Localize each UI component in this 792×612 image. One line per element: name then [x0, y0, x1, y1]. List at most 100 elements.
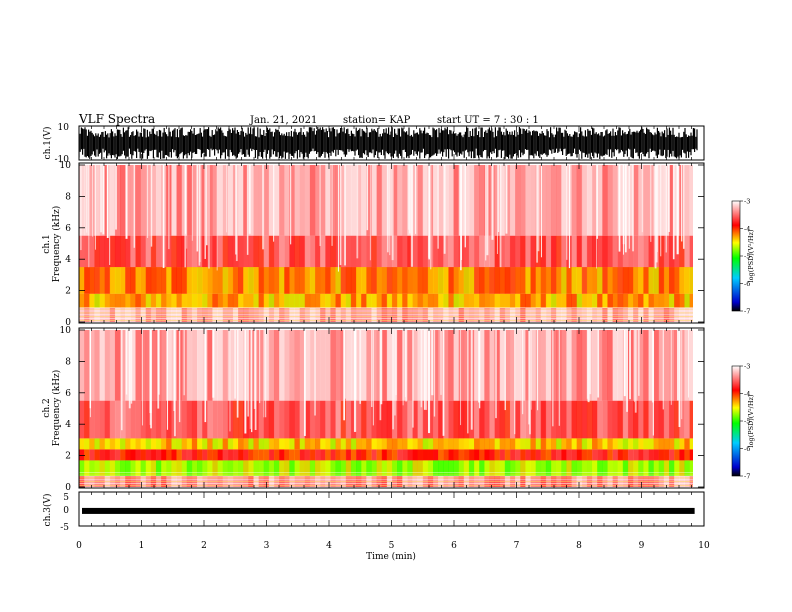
spectrogram-streak	[369, 165, 371, 261]
spectrogram-cell	[212, 460, 218, 477]
spectrogram-cell	[592, 438, 598, 450]
spectrogram-streak	[428, 165, 430, 260]
spectrogram-cell	[432, 460, 439, 477]
spectrogram-cell	[412, 293, 418, 308]
spectrogram-cell	[366, 400, 372, 439]
spectrogram-streak	[467, 330, 469, 434]
spectrogram-streak	[629, 330, 631, 400]
spectrogram-cell	[325, 400, 331, 439]
spectrogram-cell	[684, 460, 690, 477]
spectrogram-cell	[448, 460, 454, 477]
spectrogram-cell	[427, 460, 434, 477]
spectrogram-cell	[545, 449, 552, 461]
spectrogram-cell	[356, 165, 362, 236]
spectrogram-cell	[243, 165, 249, 236]
spectrogram-cell	[191, 165, 198, 236]
spectrogram-cell	[94, 293, 100, 308]
spectrogram-cell	[571, 293, 578, 308]
spectrogram-cell	[176, 438, 183, 450]
spectrogram-cell	[545, 165, 552, 236]
spectrogram-streak	[478, 330, 481, 409]
spectrogram-cell	[597, 449, 603, 461]
spectrogram-cell	[515, 267, 521, 294]
spectrogram-streak	[682, 165, 685, 249]
spectrogram-cell	[617, 449, 624, 461]
spectrogram-cell	[289, 449, 295, 461]
spectrogram-cell	[684, 293, 690, 308]
spectrogram-streak	[568, 165, 571, 269]
spectrogram-cell	[325, 267, 331, 294]
spectrogram-cell	[407, 438, 413, 450]
spectrogram-cell	[345, 267, 352, 294]
spectrogram-cell	[458, 400, 465, 439]
spectrogram-cell	[417, 460, 424, 477]
spectrogram-cell	[94, 235, 100, 268]
spectrogram-cell	[602, 400, 608, 439]
spectrogram-cell	[525, 460, 531, 477]
spectrogram-cell	[335, 400, 342, 439]
spectrogram-cell	[289, 400, 295, 439]
spectrogram-cell	[166, 449, 172, 461]
spectrogram-cell	[550, 449, 557, 461]
spectrogram-cell	[391, 460, 398, 477]
spectrogram-cell	[453, 165, 460, 236]
spectrogram-cell	[130, 449, 136, 461]
spectrogram-cell	[643, 293, 649, 308]
spectrogram-cell	[227, 330, 234, 401]
spectrogram-cell	[258, 330, 265, 401]
spectrogram-cell	[161, 330, 167, 401]
spectrogram-cell	[227, 438, 234, 450]
spectrogram-cell	[638, 400, 644, 439]
spectrogram-cell	[633, 267, 639, 294]
spectrogram-streak	[259, 330, 261, 404]
spectrogram-streak	[247, 330, 249, 417]
xtick-label-8: 8	[576, 541, 582, 551]
spectrogram-cell	[627, 438, 634, 450]
spectrogram-cell	[597, 235, 603, 268]
spectrogram-cell	[79, 400, 85, 439]
spectrogram-cell	[140, 293, 147, 308]
spectrogram-cell	[227, 293, 234, 308]
spectrogram-cell	[432, 400, 439, 439]
spectrogram-streak	[198, 165, 201, 266]
xtick-label-2: 2	[201, 541, 207, 551]
spectrogram-cell	[427, 400, 434, 439]
spectrogram-streak	[662, 330, 665, 410]
spectrogram-cell	[268, 438, 275, 450]
spectrogram-cell	[658, 165, 665, 236]
spectrogram-cell	[155, 400, 162, 439]
spectrogram-cell	[309, 330, 316, 401]
spectrogram-cell	[550, 267, 557, 294]
spectrogram-cell	[207, 235, 213, 268]
spectrogram-cell	[350, 267, 357, 294]
spectrogram-cell	[186, 330, 193, 401]
spectrogram-cell	[207, 293, 213, 308]
spectrogram-cell	[499, 267, 506, 294]
spectrogram-cell	[232, 267, 239, 294]
spectrogram-cell	[273, 293, 280, 308]
spectrogram-cell	[438, 438, 444, 450]
spectrogram-cell	[602, 449, 608, 461]
spectrogram-streak	[344, 330, 346, 399]
spectrogram-streak	[442, 330, 445, 436]
spectrogram-cell	[161, 460, 167, 477]
spectrogram-cell	[643, 400, 649, 439]
spectrogram-cell	[202, 449, 208, 461]
spectrogram-streak	[412, 330, 414, 428]
spectrogram-streak	[678, 330, 681, 428]
spectrogram-cell	[402, 449, 408, 461]
spectrogram-cell	[592, 235, 598, 268]
ch3-signal-band	[82, 507, 695, 514]
spectrogram-cell	[535, 438, 542, 450]
spectrogram-cell	[668, 293, 675, 308]
spectrogram-cell	[366, 235, 372, 268]
spectrogram-cell	[243, 460, 249, 477]
spectrogram-cell	[104, 293, 111, 308]
spectrogram-cell	[186, 235, 193, 268]
start-ut-label: start UT = 7 : 30 : 1	[437, 115, 539, 126]
spectrogram-cell	[294, 330, 300, 401]
spectrogram-cell	[581, 235, 588, 268]
spectrogram-cell	[89, 449, 95, 461]
spectrogram-cell	[627, 267, 634, 294]
spectrogram-cell	[89, 293, 95, 308]
